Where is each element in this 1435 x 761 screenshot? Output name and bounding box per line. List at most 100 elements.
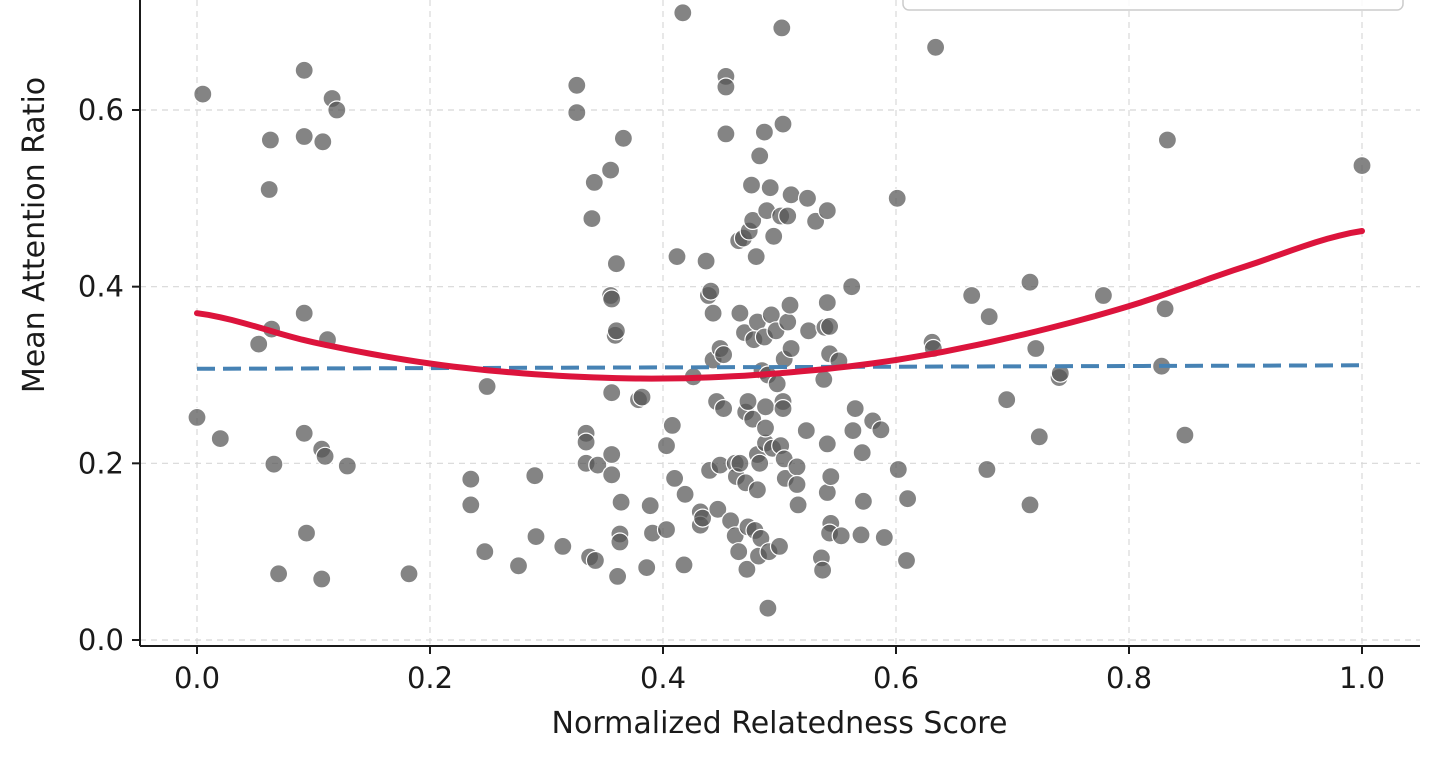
scatter-point	[925, 37, 946, 57]
scatter-point	[741, 175, 762, 195]
scatter-point	[760, 178, 780, 198]
scatter-point	[508, 556, 529, 576]
scatter-point	[313, 132, 333, 152]
scatter-point	[461, 469, 481, 489]
linear-fit-line	[196, 363, 1363, 371]
scatter-point	[750, 146, 770, 166]
scatter-point	[772, 18, 792, 38]
x-tick-label: 0.4	[640, 661, 686, 695]
scatter-point	[788, 495, 808, 515]
scatter-point	[602, 289, 622, 309]
scatter-point	[729, 542, 749, 562]
scatter-point	[600, 160, 621, 180]
scatter-point	[1026, 338, 1046, 359]
scatter-point	[798, 321, 819, 341]
scatter-point	[588, 455, 608, 475]
scatter-point	[602, 444, 622, 465]
scatter-point	[845, 399, 865, 419]
scatter-point	[758, 598, 778, 618]
scatter-point	[1157, 130, 1178, 150]
x-tick-label: 0.2	[407, 661, 453, 695]
scatter-point	[737, 559, 757, 579]
scatter-point	[871, 420, 891, 440]
axes	[139, 0, 1420, 647]
scatter-point	[553, 536, 573, 557]
scatter-point	[821, 467, 841, 487]
scatter-point	[977, 459, 997, 480]
scatter-point	[613, 128, 634, 148]
x-ticks: 0.0 0.2 0.4 0.6 0.8 1.0	[174, 646, 1385, 695]
scatter-point	[294, 60, 314, 80]
scatter-point	[755, 418, 776, 438]
scatter-point	[701, 281, 721, 301]
scatter-point	[337, 456, 357, 476]
scatter-point	[607, 566, 628, 587]
scatter-point	[851, 525, 871, 545]
scatter-point	[747, 480, 768, 500]
y-tick-label: 0.6	[78, 93, 124, 127]
y-tick-label: 0.4	[78, 270, 124, 304]
scatter-point	[817, 482, 837, 503]
scatter-point	[817, 434, 837, 454]
scatter-point	[887, 188, 907, 208]
scatter-point	[730, 453, 750, 473]
scatter-point	[249, 334, 269, 354]
scatter-point	[584, 172, 604, 192]
scatter-point	[525, 466, 545, 486]
plot-area	[187, 3, 1372, 618]
scatter-point	[773, 399, 793, 419]
scatter-point	[1093, 285, 1114, 306]
scatter-point	[1352, 156, 1372, 176]
scatter-point	[713, 345, 734, 365]
scatter-point	[294, 303, 314, 323]
scatter-point	[754, 122, 775, 142]
scatter-point	[312, 569, 332, 589]
scatter-point	[787, 457, 807, 477]
scatter-point	[673, 3, 693, 23]
scatter-point	[585, 550, 606, 571]
x-tick-label: 0.0	[174, 661, 220, 695]
scatter-point	[582, 209, 602, 229]
scatter-point	[611, 492, 631, 512]
scatter-point	[716, 77, 736, 97]
scatter-point	[294, 126, 314, 147]
scatter-point	[853, 491, 874, 511]
scatter-point	[259, 179, 279, 200]
scatter-point	[461, 495, 481, 515]
scatter-point	[576, 432, 596, 452]
scatter-point	[399, 564, 419, 584]
scatter-point	[812, 560, 833, 580]
scatter-point	[781, 338, 801, 359]
scatter-point	[1020, 272, 1040, 292]
scatter-point	[632, 387, 652, 407]
scatter-point	[1020, 495, 1040, 515]
scatter-point	[708, 499, 728, 519]
scatter-point	[797, 188, 818, 208]
scatter-point	[780, 295, 800, 315]
scatter-point	[781, 185, 801, 205]
scatter-point	[696, 251, 716, 271]
scatter-point	[730, 303, 750, 323]
y-tick-label: 0.0	[78, 623, 124, 657]
x-tick-label: 0.6	[873, 661, 919, 695]
scatter-point	[210, 429, 230, 449]
scatter-point	[610, 532, 630, 552]
scatter-point	[602, 465, 622, 485]
scatter-point	[1175, 425, 1195, 445]
scatter-point	[315, 446, 335, 466]
scatter-point	[1155, 299, 1175, 319]
legend-box	[902, 0, 1404, 11]
y-tick-label: 0.2	[78, 446, 124, 480]
scatter-point	[692, 508, 713, 528]
scatter-point	[769, 536, 790, 557]
scatter-point	[475, 542, 495, 562]
scatter-point	[814, 369, 834, 389]
scatter-point	[656, 519, 677, 540]
scatter-point	[778, 312, 798, 332]
scatter-point	[667, 247, 687, 267]
scatter-point	[761, 305, 781, 325]
scatter-point	[656, 436, 677, 456]
scatter-point	[716, 124, 736, 144]
scatter-point	[296, 523, 317, 543]
